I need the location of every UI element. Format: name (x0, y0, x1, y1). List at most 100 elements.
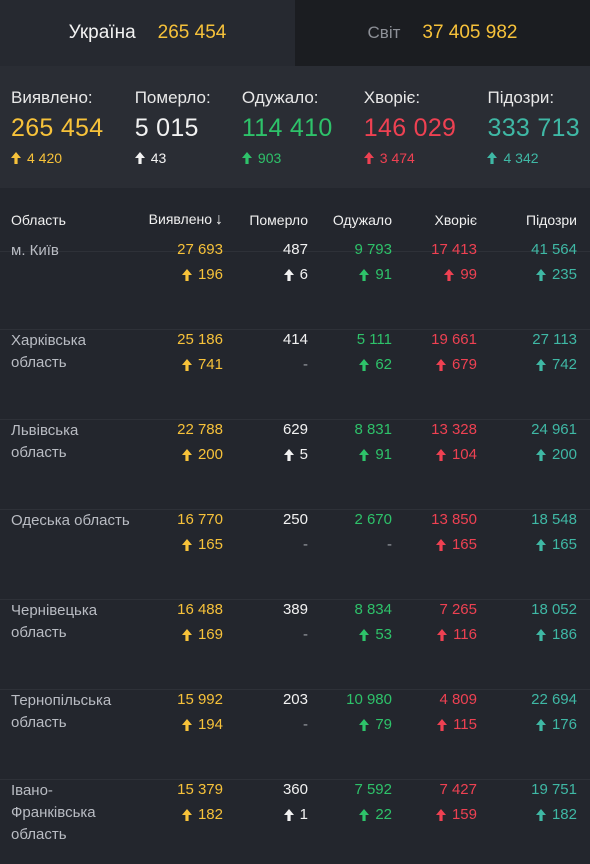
header-detected[interactable]: Виявлено ↓ (130, 211, 223, 229)
region-name: Львівська область (11, 422, 79, 461)
cell-delta: 741 (181, 355, 223, 375)
arrow-up-icon (181, 629, 192, 641)
cell-delta-value: - (303, 536, 308, 553)
summary-delta: 3 474 (363, 150, 456, 166)
cell-delta-value: 196 (197, 266, 223, 283)
table-row[interactable]: Івано-Франківська область 15 379 182 360… (0, 780, 590, 864)
summary-value: 146 029 (363, 114, 457, 142)
summary-stat: Померло: 5 015 43 (134, 88, 211, 188)
cell-delta-value: 62 (375, 356, 392, 373)
cell-value: 16 770 (177, 511, 223, 528)
cell-value: 4 809 (439, 691, 477, 708)
header-recovered[interactable]: Одужало (332, 211, 392, 228)
table-row[interactable]: Тернопільська область 15 992 194 203 - 1… (0, 690, 590, 780)
cell-value: 22 788 (177, 421, 223, 438)
cell-delta: 79 (359, 715, 392, 735)
header-region[interactable]: Область (11, 211, 66, 228)
cell-value: 10 980 (346, 691, 392, 708)
cell-value: 19 661 (431, 331, 477, 348)
tab-world-value: 37 405 982 (422, 22, 518, 43)
cell-delta-value: 6 (299, 266, 308, 283)
cell-delta-value: 1 (299, 806, 308, 823)
cell-delta: 742 (535, 355, 577, 375)
summary-title: Померло: (134, 88, 211, 107)
cell-value: 13 850 (431, 511, 477, 528)
arrow-up-icon (435, 359, 446, 371)
cell-delta-value: - (303, 356, 308, 373)
table-row[interactable]: Одеська область 16 770 165 250 - 2 670 -… (0, 510, 590, 600)
cell-value: 629 (282, 421, 308, 438)
cell-value: 15 379 (177, 781, 223, 798)
cell-delta-value: - (303, 716, 308, 733)
cell-delta-value: 176 (551, 716, 577, 733)
arrow-up-icon (359, 269, 370, 281)
regions-table: м. Київ 27 693 196 487 6 9 793 91 17 413… (0, 240, 590, 864)
cell-value: 203 (282, 691, 308, 708)
cell-delta: 235 (535, 265, 577, 285)
arrow-up-icon (181, 719, 192, 731)
summary-delta: 43 (134, 150, 211, 166)
cell-value: 16 488 (177, 601, 223, 618)
cell-value: 9 793 (354, 241, 392, 258)
table-row[interactable]: Львівська область 22 788 200 629 5 8 831… (0, 420, 590, 510)
summary-delta-value: 4 342 (503, 150, 539, 166)
region-name: Івано-Франківська область (11, 782, 96, 843)
cell-delta-value: - (303, 626, 308, 643)
arrow-up-icon (359, 809, 370, 821)
cell-delta: 165 (181, 535, 223, 555)
cell-value: 22 694 (531, 691, 577, 708)
cell-delta-value: 53 (375, 626, 392, 643)
cell-delta: - (303, 535, 308, 555)
summary-stat: Одужало: 114 410 903 (241, 88, 333, 188)
header-deaths[interactable]: Померло (249, 211, 308, 228)
tab-ukraine-value: 265 454 (157, 22, 227, 43)
arrow-up-icon (437, 629, 448, 641)
header-sick[interactable]: Хворіє (434, 211, 477, 228)
cell-delta: - (303, 355, 308, 375)
cell-delta-value: 159 (451, 806, 477, 823)
cell-delta: 182 (535, 805, 577, 825)
cell-delta-value: 200 (197, 446, 223, 463)
header-suspected[interactable]: Підозри (526, 211, 577, 228)
cell-delta: - (303, 715, 308, 735)
cell-delta: 115 (437, 715, 477, 735)
arrow-up-icon (134, 152, 145, 164)
tab-world[interactable]: Світ 37 405 982 (295, 0, 590, 66)
arrow-up-icon (535, 269, 546, 281)
cell-delta: 91 (359, 445, 392, 465)
arrow-up-icon (359, 629, 370, 641)
table-row[interactable]: Чернівецька область 16 488 169 389 - 8 8… (0, 600, 590, 690)
table-header: Область Виявлено ↓ Померло Одужало Хворіє… (0, 188, 590, 252)
cell-delta-value: 91 (375, 446, 392, 463)
cell-delta: 22 (359, 805, 392, 825)
cell-delta-value: 169 (197, 626, 223, 643)
arrow-up-icon (535, 359, 546, 371)
cell-value: 8 831 (354, 421, 392, 438)
region-name: м. Київ (11, 242, 59, 259)
cell-delta-value: 165 (551, 536, 577, 553)
summary-delta: 903 (241, 150, 333, 166)
summary-delta-value: 903 (257, 150, 282, 166)
cell-delta-value: 200 (551, 446, 577, 463)
arrow-up-icon (283, 449, 294, 461)
table-row[interactable]: м. Київ 27 693 196 487 6 9 793 91 17 413… (0, 240, 590, 330)
summary-title: Виявлено: (11, 88, 93, 107)
cell-delta-value: 79 (375, 716, 392, 733)
cell-value: 15 992 (177, 691, 223, 708)
cell-value: 18 052 (531, 601, 577, 618)
cell-value: 414 (282, 331, 308, 348)
cell-delta-value: 235 (551, 266, 577, 283)
region-name: Одеська область (11, 512, 130, 529)
cell-value: 25 186 (177, 331, 223, 348)
arrow-up-icon (535, 809, 546, 821)
tab-ukraine[interactable]: Україна 265 454 (0, 0, 295, 66)
cell-delta: 62 (359, 355, 392, 375)
arrow-up-icon (181, 269, 192, 281)
cell-delta: 176 (535, 715, 577, 735)
summary-delta-value: 3 474 (379, 150, 415, 166)
cell-value: 24 961 (531, 421, 577, 438)
cell-value: 7 427 (439, 781, 477, 798)
cell-value: 17 413 (431, 241, 477, 258)
summary-value: 5 015 (134, 114, 199, 142)
table-row[interactable]: Харківська область 25 186 741 414 - 5 11… (0, 330, 590, 420)
